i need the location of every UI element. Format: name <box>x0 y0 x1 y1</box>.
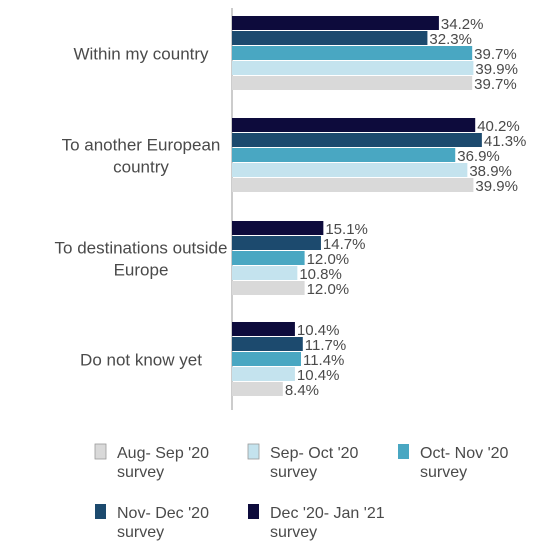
data-label-2-0: 15.1% <box>325 221 368 238</box>
category-label-0-0: Within my country <box>73 45 209 64</box>
bar-1-2 <box>232 148 456 162</box>
legend: Aug- Sep '20 survey Sep- Oct '20 survey Oct-… <box>94 443 509 541</box>
data-label-3-2: 11.4% <box>303 352 344 369</box>
data-label-1-0: 40.2% <box>477 118 520 135</box>
legend-label-4-1: survey <box>117 464 164 481</box>
bar-2-1 <box>232 236 321 250</box>
category-label-1-1: country <box>113 158 169 177</box>
data-label-0-4: 39.7% <box>474 76 517 93</box>
legend-label-1-0: Nov- Dec '20 <box>117 505 209 522</box>
bar-2-4 <box>232 281 305 295</box>
legend-label-3-0: Sep- Oct '20 <box>270 445 359 462</box>
data-label-3-0: 10.4% <box>297 322 340 339</box>
data-label-0-0: 34.2% <box>441 16 484 33</box>
data-label-2-1: 14.7% <box>323 236 366 253</box>
legend-swatch-0 <box>248 504 259 519</box>
bar-0-1 <box>232 31 428 45</box>
bar-1-3 <box>232 163 468 177</box>
data-label-0-3: 39.9% <box>475 61 518 78</box>
legend-label-1-1: survey <box>117 524 164 541</box>
bar-0-3 <box>232 61 474 75</box>
bar-3-2 <box>232 352 301 366</box>
value-labels-group: 34.2%32.3%39.7%39.9%39.7%40.2%41.3%36.9%… <box>285 16 527 399</box>
data-label-1-2: 36.9% <box>457 148 500 165</box>
bar-3-3 <box>232 367 295 381</box>
legend-swatch-4 <box>94 443 107 460</box>
bar-0-0 <box>232 16 439 30</box>
data-label-1-1: 41.3% <box>484 133 527 150</box>
data-label-3-4: 8.4% <box>285 382 319 399</box>
data-label-3-3: 10.4% <box>297 367 340 384</box>
legend-swatch-3 <box>247 443 260 460</box>
legend-label-0-1: survey <box>270 524 317 541</box>
data-label-1-4: 39.9% <box>475 178 518 195</box>
legend-swatch-1 <box>95 504 106 519</box>
data-label-3-1: 11.7% <box>305 337 346 354</box>
bar-3-4 <box>232 382 283 396</box>
bar-1-1 <box>232 133 482 147</box>
bar-2-3 <box>232 266 298 280</box>
data-label-2-4: 12.0% <box>307 281 350 298</box>
bar-3-0 <box>232 322 295 336</box>
category-label-3-0: Do not know yet <box>80 351 202 370</box>
data-label-2-2: 12.0% <box>307 251 350 268</box>
category-label-2-0: To destinations outside <box>55 239 228 258</box>
bar-0-4 <box>232 76 473 90</box>
legend-swatch-2 <box>398 444 409 459</box>
bar-3-1 <box>232 337 303 351</box>
category-labels-group: Within my country To another European coun… <box>55 45 228 370</box>
bar-1-0 <box>232 118 476 132</box>
data-label-1-3: 38.9% <box>469 163 512 180</box>
legend-label-2-1: survey <box>420 464 467 481</box>
bar-2-0 <box>232 221 324 235</box>
bars-group <box>232 16 482 396</box>
legend-label-3-1: survey <box>270 464 317 481</box>
bar-2-2 <box>232 251 305 265</box>
category-label-2-1: Europe <box>114 261 169 280</box>
legend-label-2-0: Oct- Nov '20 <box>420 445 509 462</box>
data-label-0-1: 32.3% <box>429 31 472 48</box>
legend-label-0-0: Dec '20- Jan '21 <box>270 505 385 522</box>
legend-label-4-0: Aug- Sep '20 <box>117 445 209 462</box>
bar-1-4 <box>232 178 474 192</box>
category-label-1-0: To another European <box>62 136 221 155</box>
data-label-2-3: 10.8% <box>299 266 342 283</box>
bar-0-2 <box>232 46 473 60</box>
data-label-0-2: 39.7% <box>474 46 517 63</box>
